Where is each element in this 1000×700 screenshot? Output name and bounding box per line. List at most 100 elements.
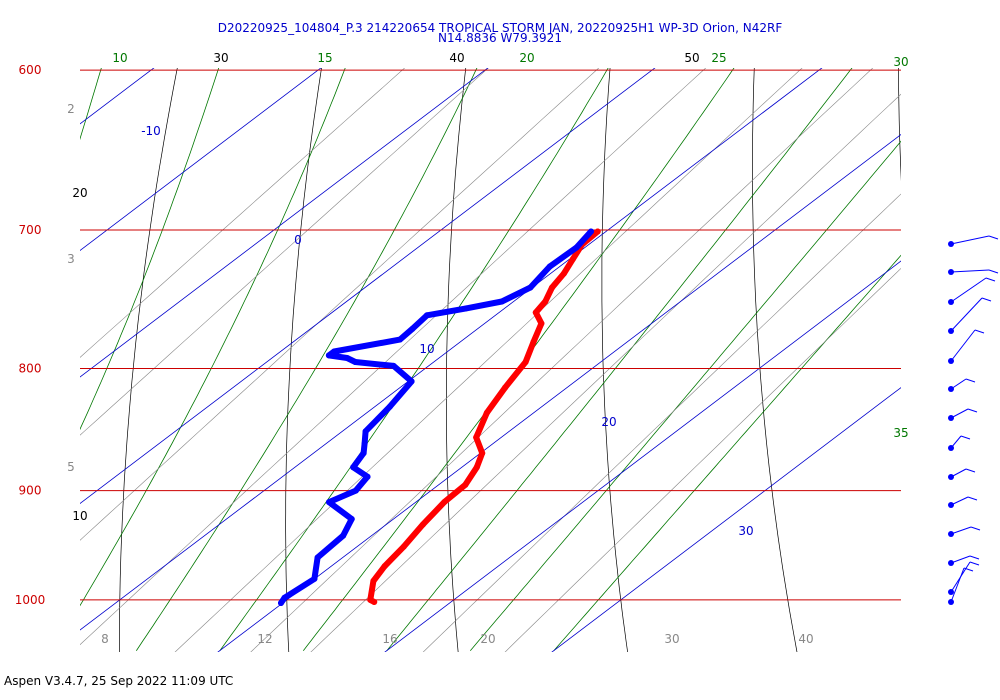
isotherm-label: 20 [601,415,616,429]
sounding-point [370,578,377,585]
sounding-point [352,487,359,494]
sounding-point [569,256,576,263]
wind-barb-flag [974,329,985,334]
sounding-point [325,352,332,359]
wind-barb-flag [967,408,978,413]
sounding-point [400,543,407,550]
wind-barb-staff [950,297,983,332]
sounding-point [522,358,529,365]
sounding-point [371,598,378,605]
mixing-ratio-label: 40 [798,632,813,646]
dry-adiabat-label: 40 [449,51,464,65]
isotherm-label: 0 [294,233,302,247]
sounding-point [501,384,508,391]
wind-barb-flag [988,235,999,240]
wind-barb-staff [950,567,965,603]
wind-barb-flag [985,277,996,282]
dry-adiabat-line [898,68,901,182]
footer-version-timestamp: Aspen V3.4.7, 25 Sep 2022 11:09 UTC [4,674,234,688]
wind-barb-staff [950,496,969,506]
sounding-point [364,473,371,480]
mixing-ratio-line [422,193,901,652]
mixing-ratio-label: 16 [382,632,397,646]
wind-barb-staff [950,468,967,478]
sounding-point [340,532,347,539]
sounding-point [423,312,430,319]
sounding-point [331,348,338,355]
isotherm-line [80,68,656,504]
isotherm-line [551,387,901,652]
pressure-tick-label: 600 [19,63,42,77]
sounding-point [381,563,388,570]
dewpoint-trace [278,228,594,606]
wind-barb-flag [967,496,978,501]
sounding-point [573,244,580,251]
wind-barbs [948,235,999,605]
mixing-ratio-label: 2 [67,102,75,116]
dry-adiabat-label: 10 [72,509,87,523]
sounding-point [473,464,480,471]
wind-barb-flag [970,526,981,531]
wind-barb-flag [965,378,976,383]
mixing-ratio-label: 3 [67,252,75,266]
mixing-ratio-label: 5 [67,460,75,474]
isotherm-label: 10 [419,342,434,356]
sounding-point [396,336,403,343]
isotherm-line [80,68,823,631]
wind-barb-staff [950,277,987,303]
mixing-ratio-line [174,68,803,652]
moist-adiabat-label: 10 [112,51,127,65]
wind-barb-flag [969,555,980,560]
sounding-point [560,270,567,277]
mixing-ratio-line [250,68,874,652]
chart-title-line1: D20220925_104804_P.3 214220654 TROPICAL … [218,21,783,35]
wind-barb-staff [950,235,990,245]
sounding-point [483,409,490,416]
sounding-point [498,298,505,305]
pressure-tick-label: 700 [19,223,42,237]
dry-adiabat-line [752,68,798,652]
moist-adiabat-line [470,140,901,651]
sounding-point [479,450,486,457]
sounding-point [419,521,426,528]
pressure-tick-label: 1000 [15,593,46,607]
isotherm-label: -10 [141,124,161,138]
sounding-point [594,228,601,235]
wind-barb-flag [969,561,980,566]
moist-adiabat-line [136,68,478,651]
dry-adiabat-label: 30 [213,51,228,65]
pressure-tick-label: 900 [19,484,42,498]
wind-barb-flag [988,269,999,274]
sounding-point [386,403,393,410]
moist-adiabat-line [80,68,102,141]
moist-adiabat-line [553,254,901,651]
mixing-ratio-line [80,68,707,646]
sounding-point [360,450,367,457]
chart-title-line2: N14.8836 W79.3921 [438,31,562,45]
sounding-point [362,428,369,435]
mixing-ratio-label: 12 [257,632,272,646]
sounding-point [548,284,555,291]
mixing-ratio-label: 30 [664,632,679,646]
moist-adiabat-label: 35 [893,426,908,440]
moist-adiabat-label: 30 [893,55,908,69]
sounding-point [408,378,415,385]
moist-adiabat-line [80,68,346,607]
sounding-point [462,481,469,488]
pressure-tick-label: 800 [19,361,42,375]
mixing-ratio-line [80,68,406,358]
sounding-point [473,434,480,441]
sounding-point [546,263,553,270]
wind-barb-flag [960,435,971,440]
wind-barb-staff [950,329,976,362]
moist-adiabat-label: 20 [519,51,534,65]
sounding-point [311,575,318,582]
isotherm-line [80,68,489,378]
dry-adiabat-label: 50 [684,51,699,65]
sounding-point [281,594,288,601]
wind-barb-staff [950,408,969,419]
wind-barb-staff [950,555,971,564]
moist-adiabat-line [219,68,609,651]
dry-adiabat-label: 20 [72,186,87,200]
